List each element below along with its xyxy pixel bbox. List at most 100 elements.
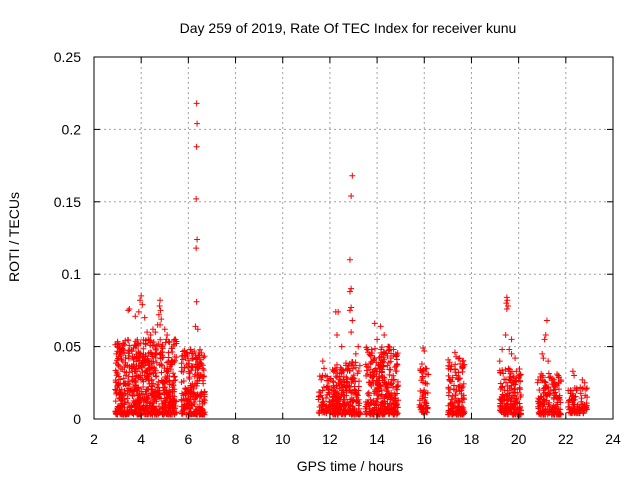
data-point (500, 370, 507, 377)
data-point (119, 342, 126, 349)
data-point (315, 393, 322, 400)
data-point (129, 373, 136, 380)
data-point (132, 345, 139, 352)
data-point (152, 350, 159, 357)
data-point (446, 377, 453, 384)
data-point (374, 336, 381, 343)
data-point (459, 364, 466, 371)
data-point (341, 401, 348, 408)
data-point (424, 409, 431, 416)
data-point (367, 353, 374, 360)
data-point (548, 375, 555, 382)
data-point (144, 370, 151, 377)
data-point (364, 390, 371, 397)
data-point (346, 256, 353, 263)
data-point (199, 362, 206, 369)
data-point (140, 378, 147, 385)
x-tick-label: 18 (464, 431, 480, 447)
data-point (193, 195, 200, 202)
data-point (330, 368, 337, 375)
data-point (135, 357, 142, 364)
data-point (417, 387, 424, 394)
data-point (139, 391, 146, 398)
data-point (340, 367, 347, 374)
data-point (152, 373, 159, 380)
data-point (200, 396, 207, 403)
data-point (505, 303, 512, 310)
data-point (167, 389, 174, 396)
data-point (371, 356, 378, 363)
data-point (342, 410, 349, 417)
data-point (343, 384, 350, 391)
data-point (330, 378, 337, 385)
data-point (348, 329, 355, 336)
data-point (334, 370, 341, 377)
data-point (417, 367, 424, 374)
data-point (541, 408, 548, 415)
data-point (346, 407, 353, 414)
data-point (318, 376, 325, 383)
data-point (125, 409, 132, 416)
data-point (390, 376, 397, 383)
data-point (555, 386, 562, 393)
data-point (550, 407, 557, 414)
data-point (191, 373, 198, 380)
data-point (568, 396, 575, 403)
data-point (199, 377, 206, 384)
data-point (144, 386, 151, 393)
data-point (332, 388, 339, 395)
data-point (167, 405, 174, 412)
data-point (356, 378, 363, 385)
data-point (502, 332, 509, 339)
data-point (316, 410, 323, 417)
data-point (381, 395, 388, 402)
data-point (508, 336, 515, 343)
data-point (453, 353, 460, 360)
data-point (456, 355, 463, 362)
data-point (331, 367, 338, 374)
data-point (569, 393, 576, 400)
data-point (458, 387, 465, 394)
data-point (173, 338, 180, 345)
data-point (195, 365, 202, 372)
data-point (554, 401, 561, 408)
data-point (188, 388, 195, 395)
data-point (348, 285, 355, 292)
data-point (516, 365, 523, 372)
data-point (134, 354, 141, 361)
data-point (378, 410, 385, 417)
data-point (160, 399, 167, 406)
data-point (546, 403, 553, 410)
data-point (418, 360, 425, 367)
data-point (453, 398, 460, 405)
data-point (567, 387, 574, 394)
data-point (451, 349, 458, 356)
data-point (373, 377, 380, 384)
data-point (197, 392, 204, 399)
data-point (499, 398, 506, 405)
data-point (390, 411, 397, 418)
data-point (133, 401, 140, 408)
data-point (339, 367, 346, 374)
data-point (186, 370, 193, 377)
data-point (513, 374, 520, 381)
data-point (455, 403, 462, 410)
data-point (194, 120, 201, 127)
y-tick-label: 0.15 (54, 194, 81, 210)
data-point (455, 375, 462, 382)
data-point (540, 396, 547, 403)
data-point (458, 411, 465, 418)
data-point (121, 349, 128, 356)
data-points (112, 100, 591, 418)
data-point (144, 329, 151, 336)
data-point (168, 345, 175, 352)
data-point (115, 390, 122, 397)
data-point (449, 374, 456, 381)
data-point (370, 357, 377, 364)
chart-title: Day 259 of 2019, Rate Of TEC Index for r… (180, 20, 517, 36)
data-point (369, 377, 376, 384)
data-point (535, 395, 542, 402)
data-point (191, 381, 198, 388)
data-point (545, 410, 552, 417)
